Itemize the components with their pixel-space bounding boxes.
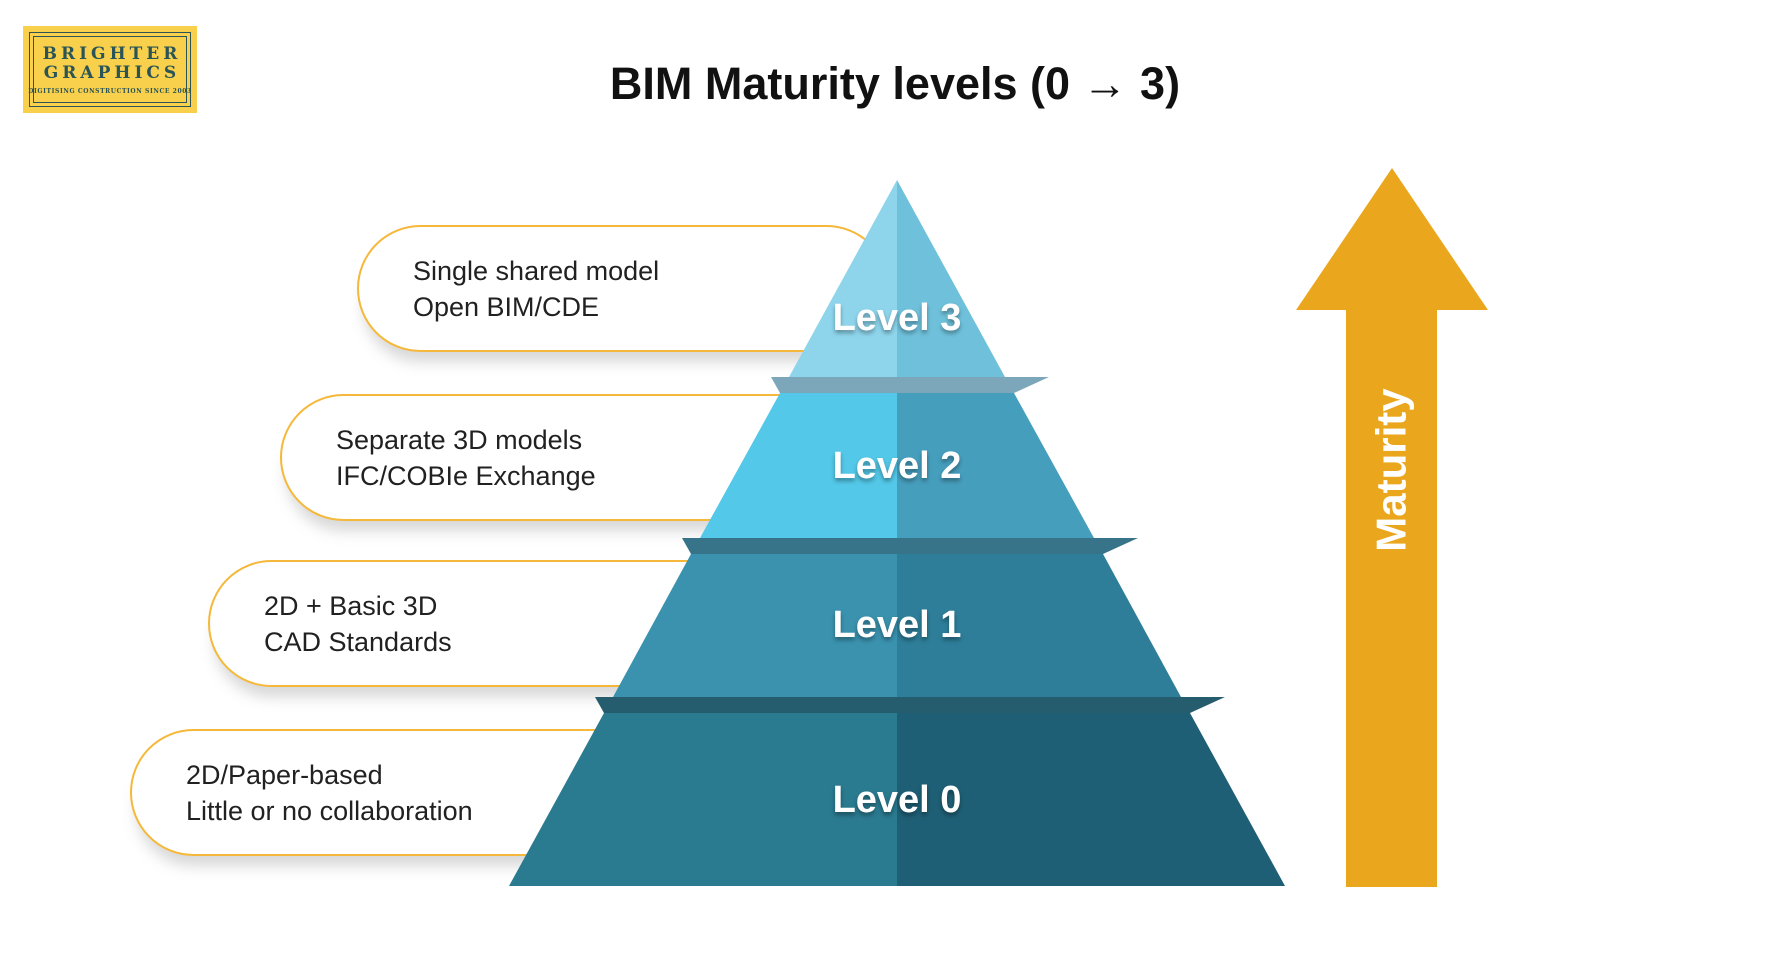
label-box-level3-line2: Open BIM/CDE <box>413 291 600 322</box>
label-box-level2-line1: Separate 3D models <box>336 424 583 455</box>
label-box-level3-line1: Single shared model <box>413 255 660 286</box>
pyramid-level1-right-face <box>897 554 1181 697</box>
logo-word-graphics: GRAPHICS <box>43 62 181 83</box>
brighter-graphics-logo: BRIGHTER GRAPHICS DIGITISING CONSTRUCTIO… <box>23 26 197 113</box>
level-1-label: Level 1 <box>833 604 962 646</box>
logo-word-brighter: BRIGHTER <box>42 43 182 64</box>
label-box-level1-line2: CAD Standards <box>264 626 452 657</box>
logo-inner-frame: BRIGHTER GRAPHICS DIGITISING CONSTRUCTIO… <box>28 36 191 103</box>
pyramid-level2-left-face <box>700 393 897 538</box>
pyramid-level3-right-face <box>897 180 1005 377</box>
level-2-label: Level 2 <box>833 445 962 487</box>
logo-outer-frame: BRIGHTER GRAPHICS DIGITISING CONSTRUCTIO… <box>28 32 191 107</box>
level-3-label: Level 3 <box>833 297 962 339</box>
pyramid-level1-ledge <box>682 538 1138 554</box>
label-box-level2-line2: IFC/COBIe Exchange <box>336 460 596 491</box>
logo-tagline: DIGITISING CONSTRUCTION SINCE 2003 <box>28 87 192 95</box>
pyramid-level0-right-face <box>897 713 1285 886</box>
label-box-level1-line1: 2D + Basic 3D <box>264 590 438 621</box>
level-0-label: Level 0 <box>833 779 962 821</box>
maturity-arrow <box>1296 168 1488 887</box>
pyramid-level0-ledge <box>595 697 1225 713</box>
maturity-arrow-label: Maturity <box>1368 388 1415 552</box>
pyramid-level1-left-face <box>613 554 897 697</box>
pyramid-level2-ledge <box>771 377 1049 393</box>
pyramid-level0-left-face <box>509 713 897 886</box>
pyramid-level3-left-face <box>789 180 897 377</box>
label-box-level3: Single shared model Open BIM/CDE <box>357 225 890 352</box>
pyramid-level2-right-face <box>897 393 1094 538</box>
page-title: BIM Maturity levels (0 → 3) <box>609 58 1181 109</box>
label-box-level0-line2: Little or no collaboration <box>186 795 473 826</box>
label-box-level0-line1: 2D/Paper-based <box>186 759 383 790</box>
